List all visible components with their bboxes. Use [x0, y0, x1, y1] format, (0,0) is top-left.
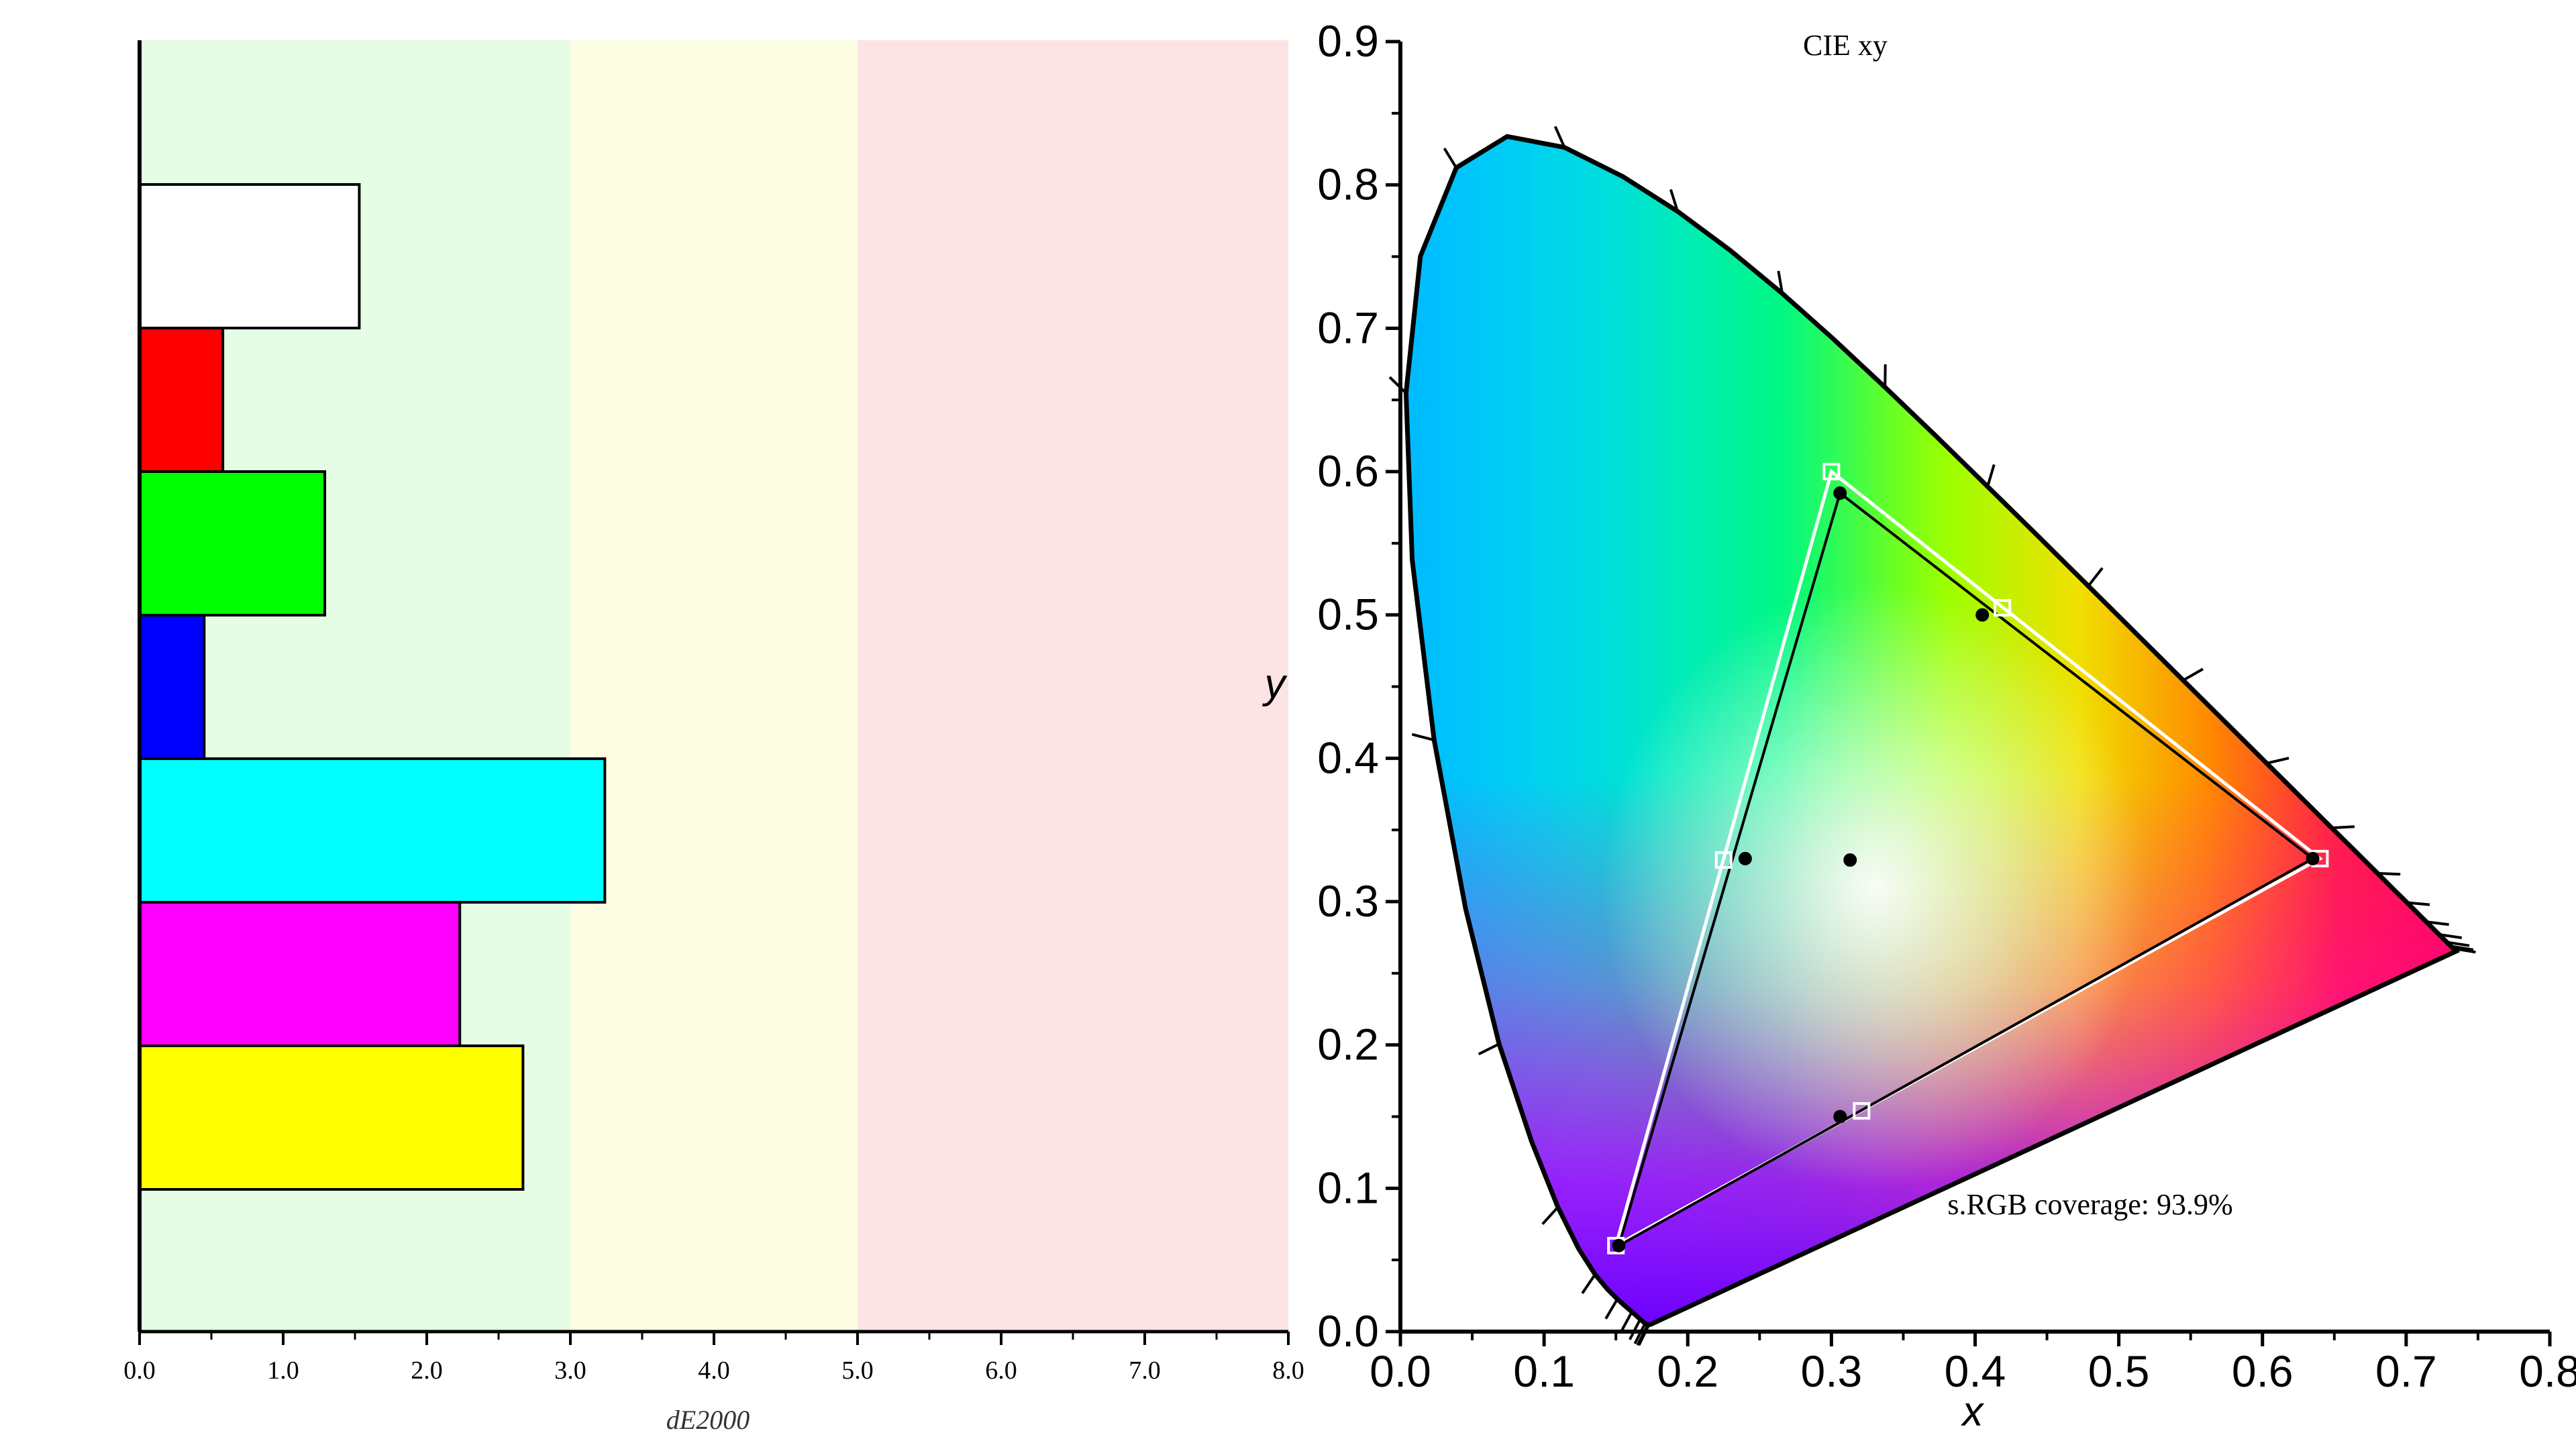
- x-tick-label: 0.2: [1657, 1346, 1718, 1396]
- locus-tick: [1620, 1311, 1633, 1333]
- measured-gamut-triangle: [1616, 490, 2316, 1248]
- x-tick-label: 3.0: [554, 1356, 586, 1385]
- zone-2: [858, 40, 1288, 1332]
- locus-tick: [2182, 667, 2204, 682]
- y-axis-label: y: [1262, 661, 1288, 707]
- reference-marker: [1714, 851, 1733, 869]
- locus-tick: [1636, 1324, 1649, 1346]
- de2000-bar-chart: 0.0 1.0 2.0 3.0 4.0 5.0 6.0 7.0 8.0 dE2000: [123, 40, 1304, 1435]
- x-tick-label: 0.1: [1513, 1346, 1575, 1396]
- y-tick-label: 0.2: [1317, 1020, 1379, 1069]
- locus-tick: [2331, 825, 2355, 830]
- locus-tick: [2377, 871, 2401, 876]
- bar-cyan: [138, 757, 607, 904]
- y-tick-label: 0.1: [1317, 1163, 1379, 1212]
- measured-point: [1843, 853, 1857, 867]
- measured-point: [1612, 1238, 1626, 1252]
- locus-tick: [2087, 567, 2104, 587]
- reference-marker: [1994, 598, 2012, 616]
- white-point-glow: [1601, 586, 2148, 1189]
- bar-white: [138, 183, 361, 329]
- locus-tick: [2446, 941, 2470, 947]
- spectral-locus-fill: [1406, 136, 2457, 1325]
- y-tick-label: 0.7: [1317, 303, 1379, 352]
- chart-title: CIE xy: [1803, 29, 1888, 62]
- locus-tick: [2438, 933, 2463, 939]
- measured-point: [1738, 851, 1752, 865]
- locus-tick: [1604, 1298, 1619, 1320]
- locus-tick: [1986, 464, 1996, 487]
- locus-tick: [1777, 270, 1784, 294]
- x-axis-label: x: [1961, 1389, 1985, 1435]
- gamut-triangles: [1607, 463, 2329, 1254]
- y-tick-label: 0.4: [1317, 733, 1379, 782]
- y-tick-label: 0.0: [1317, 1306, 1379, 1356]
- left-axes: 0.0 1.0 2.0 3.0 4.0 5.0 6.0 7.0 8.0: [123, 40, 1304, 1385]
- locus-tick: [1581, 1273, 1596, 1295]
- locus-tick: [2266, 757, 2289, 765]
- measured-point: [2306, 851, 2320, 865]
- measured-point: [1833, 1110, 1847, 1124]
- cie-xy-chart: 0.0 0.1 0.2 0.3 0.4 0.5 0.6 0.7 0.8 0.0 0.1 0.2 0.3 0…: [1262, 16, 2576, 1435]
- locus-tick: [2453, 947, 2476, 954]
- spectral-locus-ticks: [1388, 125, 2476, 1346]
- x-axis-label: dE2000: [666, 1405, 750, 1435]
- y-tick-label: 0.9: [1317, 16, 1379, 66]
- locus-tick: [2451, 945, 2474, 951]
- bar-blue: [138, 614, 206, 760]
- y-tick-label: 0.3: [1317, 876, 1379, 926]
- bar-magenta: [138, 901, 462, 1047]
- x-tick-label: 0.3: [1801, 1346, 1863, 1396]
- x-tick-label: 5.0: [841, 1356, 874, 1385]
- measured-point: [1833, 486, 1847, 500]
- locus-tick: [1669, 189, 1679, 212]
- x-tick-label: 0.6: [2232, 1346, 2294, 1396]
- measured-point: [1975, 608, 1990, 622]
- bar-green: [138, 470, 327, 616]
- x-tick-label: 0.4: [1945, 1346, 2006, 1396]
- reference-marker: [1822, 463, 1841, 480]
- locus-tick: [1443, 148, 1457, 169]
- coverage-annotation: s.RGB coverage: 93.9%: [1947, 1188, 2232, 1221]
- bar-red: [138, 327, 225, 473]
- bar-yellow: [138, 1044, 525, 1191]
- bars: [138, 183, 607, 1191]
- x-tick-label: 2.0: [411, 1356, 443, 1385]
- locus-tick: [1478, 1042, 1500, 1056]
- y-tick-label: 0.6: [1317, 446, 1379, 496]
- x-tick-label: 1.0: [267, 1356, 299, 1385]
- x-tick-label: 0.8: [2519, 1346, 2576, 1396]
- locus-tick: [1553, 125, 1566, 148]
- x-tick-label: 4.0: [698, 1356, 730, 1385]
- right-axes: 0.0 0.1 0.2 0.3 0.4 0.5 0.6 0.7 0.8 0.0 0.1 0.2 0.3 0…: [1317, 16, 2576, 1396]
- locus-tick: [1388, 376, 1407, 394]
- y-tick-label: 0.8: [1317, 160, 1379, 209]
- y-tick-label: 0.5: [1317, 590, 1379, 639]
- locus-tick: [1629, 1318, 1642, 1340]
- x-tick-label: 0.5: [2088, 1346, 2150, 1396]
- locus-tick: [1541, 1206, 1559, 1226]
- zone-1: [570, 40, 858, 1332]
- x-tick-label: 0.0: [123, 1356, 156, 1385]
- reference-marker: [1853, 1102, 1871, 1120]
- locus-tick: [1411, 733, 1435, 742]
- x-tick-label: 8.0: [1272, 1356, 1304, 1385]
- locus-tick: [2406, 901, 2430, 906]
- x-tick-label: 0.0: [1370, 1346, 1431, 1396]
- locus-tick: [2426, 920, 2449, 926]
- x-tick-label: 0.7: [2375, 1346, 2437, 1396]
- x-tick-label: 7.0: [1129, 1356, 1161, 1385]
- x-tick-label: 6.0: [985, 1356, 1017, 1385]
